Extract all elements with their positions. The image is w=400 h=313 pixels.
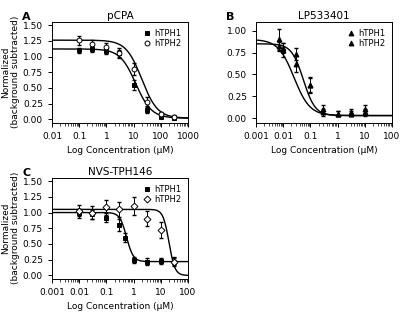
Line: hTPH2: hTPH2 <box>77 204 176 264</box>
hTPH2 <box>144 100 149 104</box>
hTPH2 <box>294 62 298 66</box>
Title: LP533401: LP533401 <box>298 11 350 21</box>
hTPH1 <box>362 110 367 114</box>
hTPH1 <box>123 236 128 239</box>
hTPH2 <box>104 206 109 209</box>
hTPH1 <box>348 112 353 116</box>
hTPH2 <box>131 67 136 71</box>
hTPH1 <box>335 112 340 116</box>
hTPH1 <box>144 260 149 264</box>
hTPH1 <box>294 52 298 56</box>
Legend: hTPH1, hTPH2: hTPH1, hTPH2 <box>139 182 184 207</box>
hTPH1 <box>308 83 313 87</box>
Line: hTPH2: hTPH2 <box>276 37 367 116</box>
hTPH2 <box>362 108 367 111</box>
hTPH2 <box>308 83 313 87</box>
hTPH2 <box>348 110 353 114</box>
hTPH2 <box>90 211 94 214</box>
Title: NVS-TPH146: NVS-TPH146 <box>88 167 152 177</box>
Text: C: C <box>22 168 30 178</box>
Legend: hTPH1, hTPH2: hTPH1, hTPH2 <box>343 26 388 51</box>
hTPH1 <box>158 259 163 263</box>
X-axis label: Log Concentration (μM): Log Concentration (μM) <box>67 302 173 311</box>
hTPH2 <box>158 228 163 232</box>
X-axis label: Log Concentration (μM): Log Concentration (μM) <box>271 146 377 155</box>
Line: hTPH1: hTPH1 <box>276 44 367 116</box>
hTPH2 <box>171 260 176 264</box>
hTPH2 <box>144 217 149 221</box>
hTPH1 <box>158 115 163 119</box>
hTPH1 <box>117 51 122 55</box>
hTPH1 <box>77 48 82 52</box>
hTPH2 <box>158 112 163 116</box>
Line: hTPH2: hTPH2 <box>77 38 176 119</box>
hTPH1 <box>117 223 122 227</box>
hTPH1 <box>77 211 82 214</box>
Legend: hTPH1, hTPH2: hTPH1, hTPH2 <box>139 26 184 51</box>
X-axis label: Log Concentration (μM): Log Concentration (μM) <box>67 146 173 155</box>
hTPH1 <box>281 46 286 50</box>
hTPH1 <box>90 213 94 216</box>
Text: A: A <box>22 12 31 22</box>
hTPH1 <box>104 216 109 219</box>
hTPH2 <box>77 209 82 213</box>
hTPH1 <box>171 115 176 119</box>
hTPH1 <box>144 108 149 112</box>
Y-axis label: Normalized
(background subtracted): Normalized (background subtracted) <box>1 172 20 285</box>
Line: hTPH1: hTPH1 <box>77 210 176 264</box>
hTPH2 <box>104 45 109 49</box>
hTPH1 <box>171 260 176 264</box>
hTPH2 <box>321 108 326 111</box>
hTPH2 <box>131 204 136 208</box>
hTPH1 <box>131 83 136 87</box>
Y-axis label: Normalized
(background subtracted): Normalized (background subtracted) <box>1 16 20 128</box>
Text: B: B <box>226 12 234 22</box>
hTPH1 <box>276 44 281 48</box>
hTPH1 <box>321 110 326 114</box>
hTPH1 <box>90 47 94 51</box>
hTPH2 <box>117 51 122 55</box>
hTPH2 <box>281 48 286 52</box>
Line: hTPH1: hTPH1 <box>77 47 176 120</box>
hTPH2 <box>77 38 82 42</box>
hTPH2 <box>90 42 94 46</box>
hTPH2 <box>117 208 122 211</box>
hTPH1 <box>104 49 109 53</box>
hTPH1 <box>131 258 136 262</box>
hTPH2 <box>276 38 281 41</box>
Title: pCPA: pCPA <box>107 11 133 21</box>
hTPH2 <box>335 112 340 116</box>
hTPH2 <box>171 115 176 119</box>
